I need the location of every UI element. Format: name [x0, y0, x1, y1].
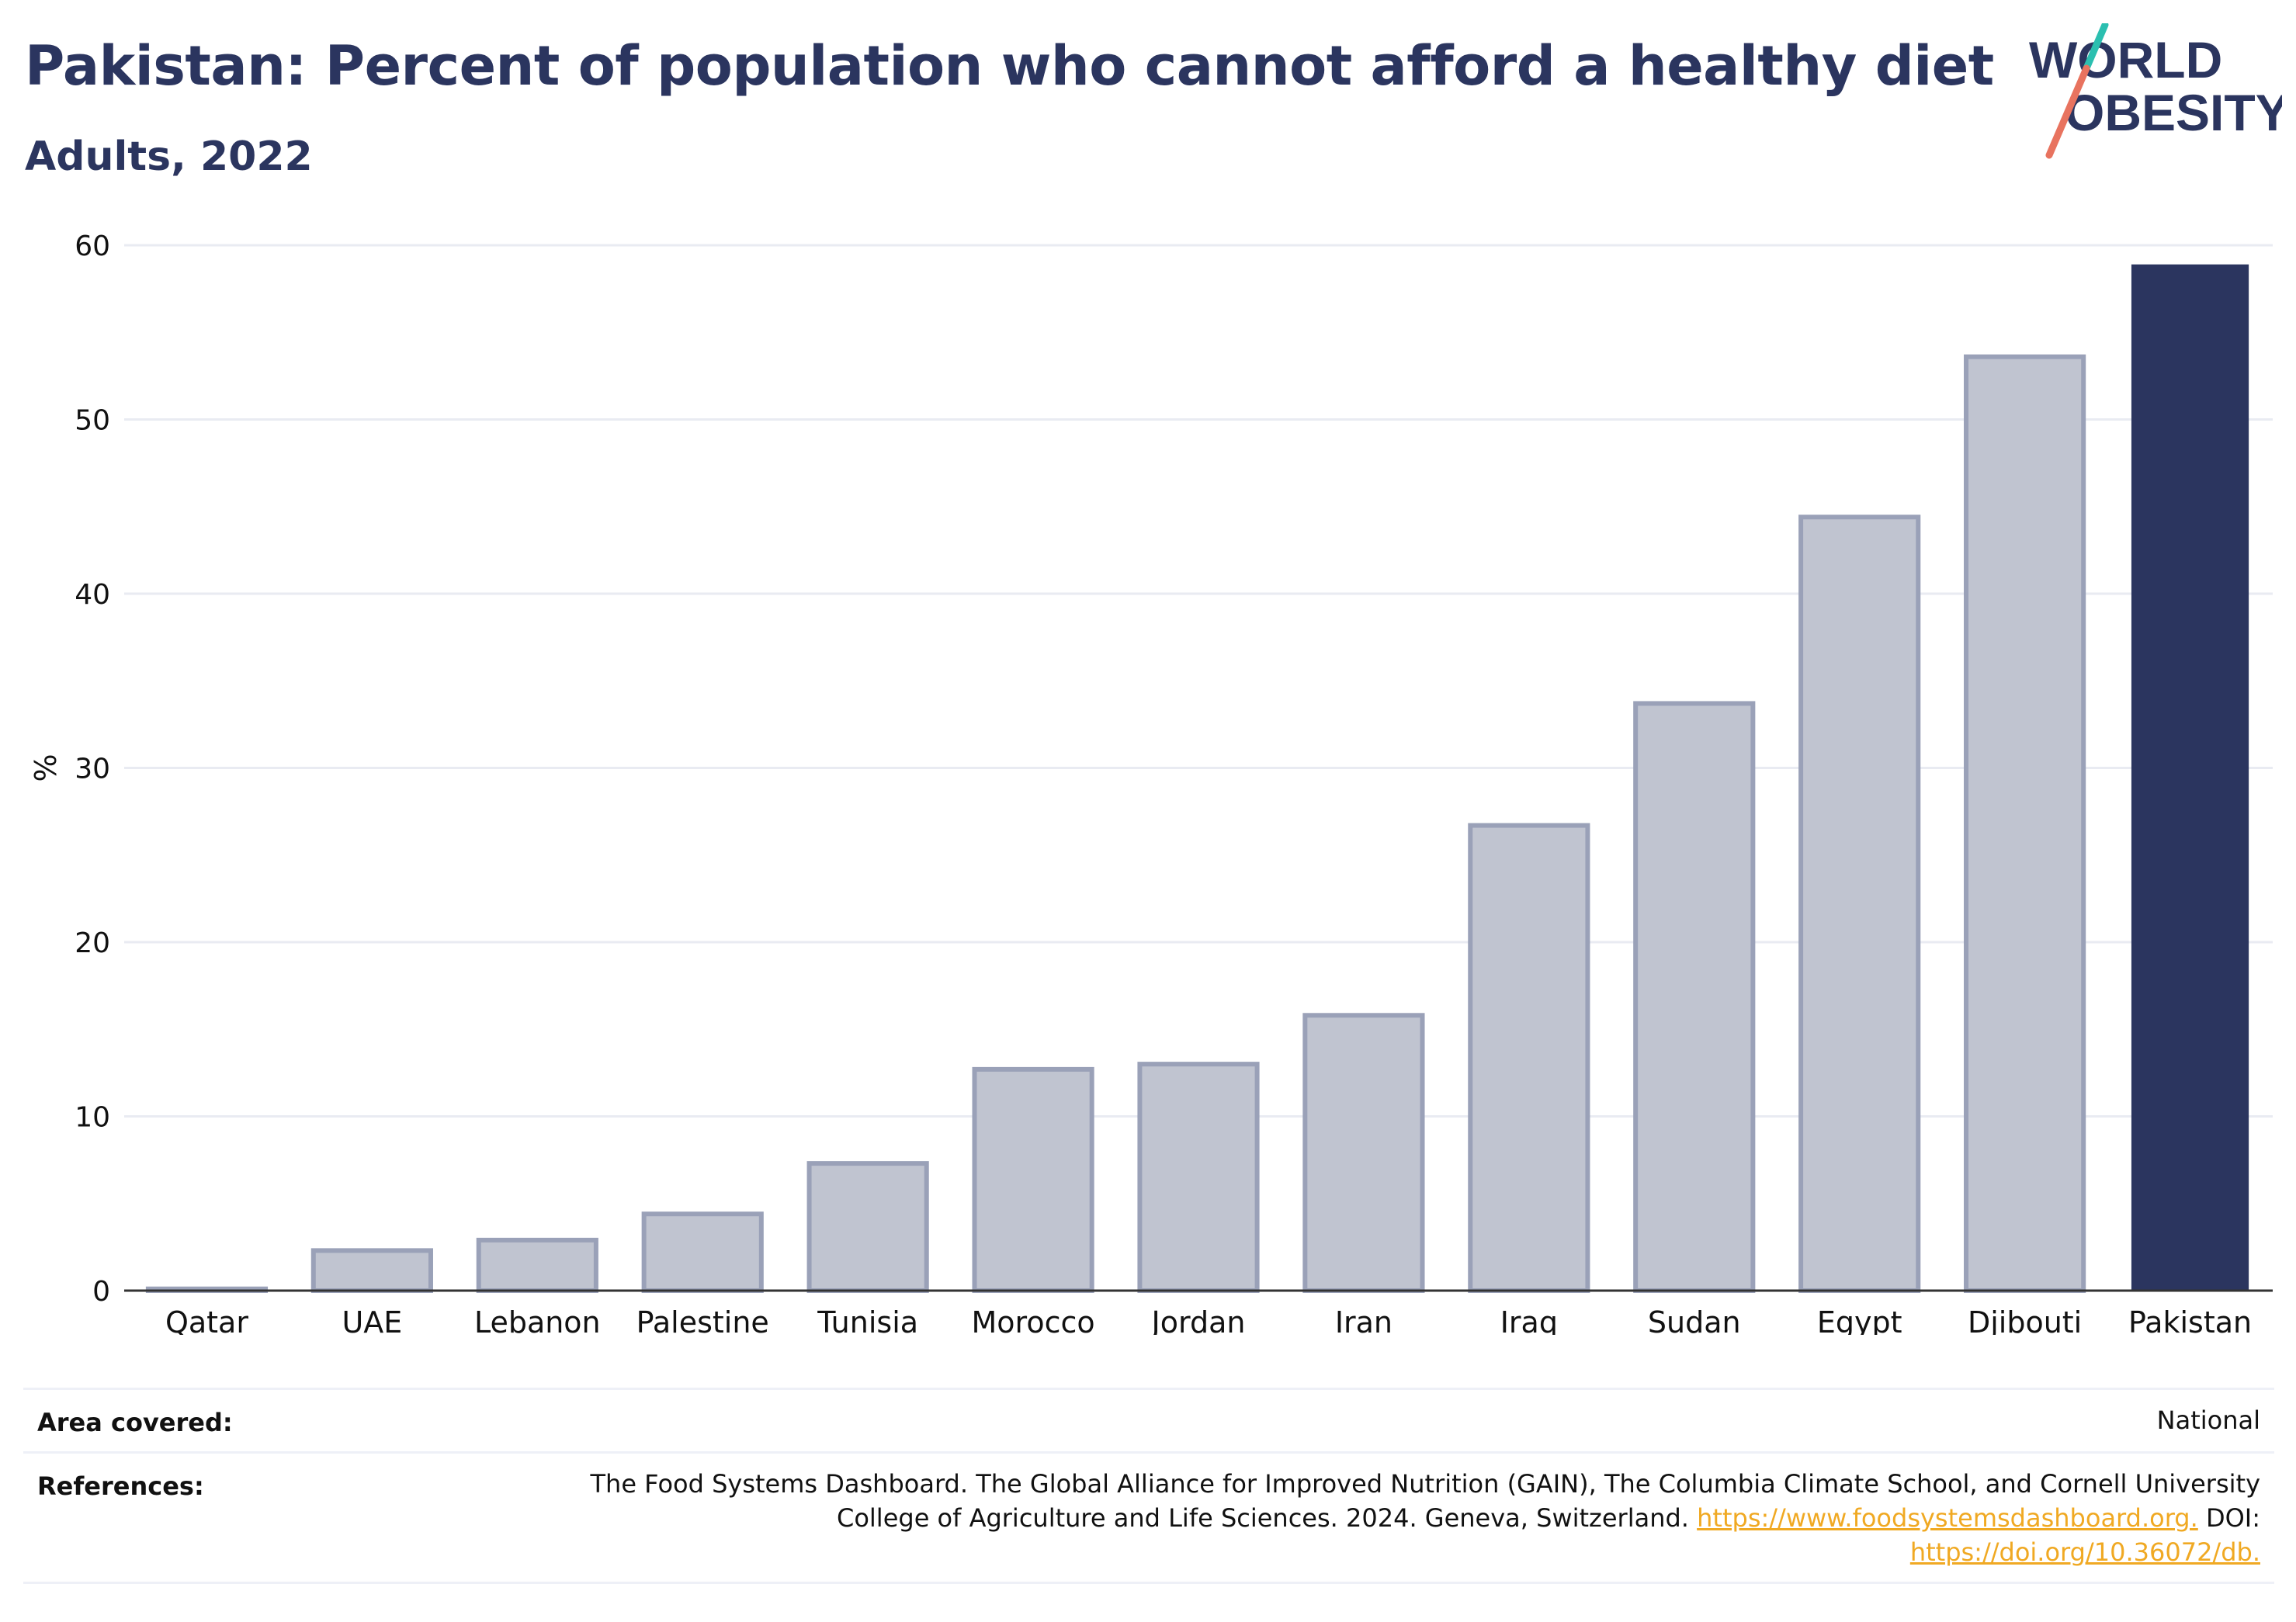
references-text: The Food Systems Dashboard. The Global A… — [397, 1467, 2260, 1569]
area-covered-label: Area covered: — [37, 1408, 233, 1437]
x-tick-label: Pakistan — [2128, 1305, 2252, 1335]
x-tick-label: Tunisia — [817, 1305, 918, 1335]
y-tick-label: 60 — [75, 230, 110, 262]
references-line-3: https://doi.org/10.36072/db. — [397, 1535, 2260, 1569]
bar-djibouti — [1964, 354, 2086, 1293]
x-tick-label: Iraq — [1500, 1305, 1558, 1335]
bar-pakistan — [2131, 264, 2249, 1291]
y-axis-ticks: 0 10 20 30 40 50 60 — [75, 230, 110, 1308]
bar-sudan — [1633, 701, 1756, 1293]
info-divider-top — [23, 1388, 2274, 1390]
y-tick-label: 40 — [75, 579, 110, 611]
world-obesity-logo: WORLD OBESITY — [2029, 23, 2282, 159]
bar-morocco — [972, 1066, 1094, 1293]
references-line-2: College of Agriculture and Life Sciences… — [397, 1501, 2260, 1535]
doi-label: DOI: — [2205, 1503, 2260, 1533]
x-tick-label: Lebanon — [474, 1305, 601, 1335]
x-tick-label: Jordan — [1150, 1305, 1246, 1335]
references-line-1: The Food Systems Dashboard. The Global A… — [590, 1469, 2260, 1499]
bar-iran — [1302, 1013, 1425, 1294]
doi-link[interactable]: https://doi.org/10.36072/db. — [1909, 1537, 2260, 1567]
x-tick-label: Iran — [1335, 1305, 1393, 1335]
area-covered-value: National — [2156, 1405, 2260, 1435]
bar-lebanon — [476, 1237, 598, 1294]
bar-tunisia — [806, 1161, 929, 1293]
bar-iraq — [1468, 823, 1590, 1293]
x-tick-label: Qatar — [165, 1305, 248, 1335]
x-tick-label: Morocco — [972, 1305, 1095, 1335]
y-tick-label: 10 — [75, 1102, 110, 1134]
y-axis-title: % — [29, 754, 63, 782]
info-divider-middle — [23, 1451, 2274, 1454]
bar-uae — [310, 1248, 433, 1293]
page-subtitle: Adults, 2022 — [25, 133, 313, 180]
x-tick-label: Sudan — [1648, 1305, 1741, 1335]
grid-lines — [124, 244, 2273, 1118]
x-tick-label: Palestine — [636, 1305, 769, 1335]
bar-chart: 0 10 20 30 40 50 60 Qatar UAE Lebanon Palestine Tu… — [29, 230, 2273, 1335]
info-divider-bottom — [23, 1582, 2274, 1584]
x-tick-label: UAE — [342, 1305, 402, 1335]
bar-palestine — [641, 1211, 764, 1293]
y-tick-label: 30 — [75, 754, 110, 785]
logo-text-world: WORLD — [2029, 31, 2222, 88]
y-tick-label: 20 — [75, 927, 110, 959]
logo-text-obesity: OBESITY — [2065, 84, 2282, 141]
bar-egypt — [1798, 515, 1921, 1293]
bars — [145, 264, 2249, 1294]
x-tick-label: Egypt — [1817, 1305, 1902, 1335]
logo-slash-coral — [2045, 64, 2090, 159]
foodsystems-link[interactable]: https://www.foodsystemsdashboard.org. — [1697, 1503, 2198, 1533]
x-tick-label: Djibouti — [1968, 1305, 2082, 1335]
y-tick-label: 50 — [75, 405, 110, 437]
bar-jordan — [1137, 1062, 1260, 1294]
y-tick-label: 0 — [92, 1276, 110, 1308]
references-line-2-text: College of Agriculture and Life Sciences… — [836, 1503, 1689, 1533]
references-label: References: — [37, 1471, 204, 1501]
x-axis-labels: Qatar UAE Lebanon Palestine Tunisia Morocco Jo… — [165, 1305, 2252, 1335]
logo-slash-teal — [2083, 23, 2109, 72]
page-title: Pakistan: Percent of population who cann… — [25, 34, 1994, 98]
